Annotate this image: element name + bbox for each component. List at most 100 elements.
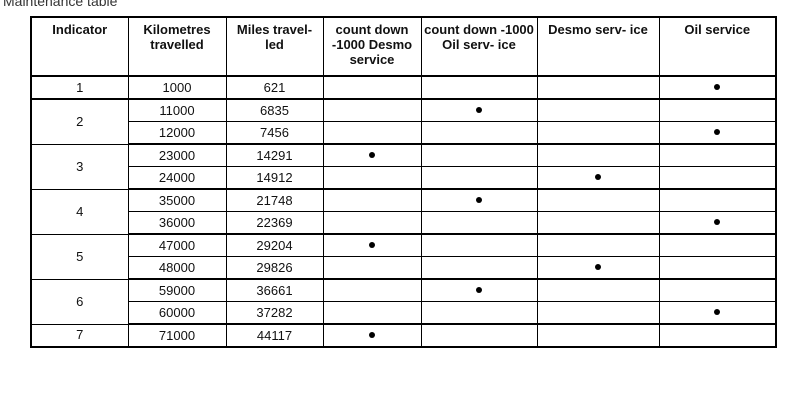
kilometres-cell: 24000 bbox=[127, 166, 227, 190]
oil-service-cell bbox=[658, 256, 777, 280]
countdown-desmo-cell bbox=[322, 211, 422, 235]
countdown-oil-cell bbox=[420, 211, 538, 235]
miles-cell: 44117 bbox=[225, 323, 324, 348]
kilometres-cell: 12000 bbox=[127, 121, 227, 145]
header-oil-service: Oil service bbox=[658, 16, 777, 77]
miles-cell: 21748 bbox=[225, 188, 324, 212]
oil-service-cell bbox=[658, 166, 777, 190]
table-row: 24000 14912 bbox=[31, 166, 777, 190]
oil-service-cell bbox=[658, 323, 777, 348]
desmo-service-cell bbox=[536, 278, 660, 302]
countdown-oil-cell bbox=[420, 166, 538, 190]
countdown-oil-cell bbox=[420, 188, 538, 212]
header-row: Indicator Kilometres travelled Miles tra… bbox=[30, 16, 777, 77]
desmo-service-cell bbox=[536, 166, 660, 190]
kilometres-cell: 23000 bbox=[127, 143, 227, 167]
miles-cell: 6835 bbox=[225, 98, 324, 122]
kilometres-cell: 1000 bbox=[127, 75, 227, 100]
countdown-oil-cell bbox=[420, 256, 538, 280]
table-row: 1 1000 621 bbox=[30, 75, 777, 100]
countdown-desmo-cell bbox=[322, 278, 422, 302]
indicator-cell: 4 bbox=[30, 188, 129, 235]
countdown-oil-cell bbox=[420, 278, 538, 302]
countdown-desmo-cell bbox=[322, 98, 422, 122]
maintenance-table: Indicator Kilometres travelled Miles tra… bbox=[30, 16, 777, 348]
desmo-service-cell bbox=[536, 98, 660, 122]
table-caption: Maintenance table bbox=[3, 0, 118, 9]
indicator-cell: 2 bbox=[30, 98, 129, 145]
bullet-dot-icon bbox=[714, 309, 721, 316]
countdown-oil-cell bbox=[420, 98, 538, 122]
oil-service-cell bbox=[658, 143, 777, 167]
indicator-cell: 6 bbox=[30, 278, 129, 325]
table-row: 60000 37282 bbox=[31, 301, 777, 325]
countdown-oil-cell bbox=[420, 323, 538, 348]
desmo-service-cell bbox=[536, 75, 660, 100]
miles-cell: 14291 bbox=[225, 143, 324, 167]
indicator-cell: 5 bbox=[30, 233, 129, 280]
countdown-desmo-cell bbox=[322, 256, 422, 280]
kilometres-cell: 36000 bbox=[127, 211, 227, 235]
kilometres-cell: 59000 bbox=[127, 278, 227, 302]
oil-service-cell bbox=[658, 75, 777, 100]
kilometres-cell: 47000 bbox=[127, 233, 227, 257]
miles-cell: 37282 bbox=[225, 301, 324, 325]
table-row: 2 11000 6835 bbox=[30, 98, 777, 145]
countdown-desmo-cell bbox=[322, 323, 422, 348]
countdown-desmo-cell bbox=[322, 233, 422, 257]
bullet-dot-icon bbox=[714, 84, 721, 91]
desmo-service-cell bbox=[536, 301, 660, 325]
countdown-oil-cell bbox=[420, 121, 538, 145]
countdown-desmo-cell bbox=[322, 143, 422, 167]
header-desmo-service: Desmo serv- ice bbox=[536, 16, 660, 77]
bullet-dot-icon bbox=[476, 107, 482, 114]
miles-cell: 14912 bbox=[225, 166, 324, 190]
kilometres-cell: 71000 bbox=[127, 323, 227, 348]
table-row: 5 47000 29204 bbox=[30, 233, 777, 280]
countdown-desmo-cell bbox=[322, 188, 422, 212]
indicator-cell: 7 bbox=[30, 323, 129, 348]
bullet-dot-icon bbox=[595, 174, 601, 181]
desmo-service-cell bbox=[536, 211, 660, 235]
bullet-dot-icon bbox=[369, 242, 375, 249]
oil-service-cell bbox=[658, 211, 777, 235]
countdown-desmo-cell bbox=[322, 75, 422, 100]
bullet-dot-icon bbox=[476, 197, 482, 204]
kilometres-cell: 48000 bbox=[127, 256, 227, 280]
table-row: 48000 29826 bbox=[31, 256, 777, 280]
table-row: 3 23000 14291 bbox=[30, 143, 777, 190]
miles-cell: 7456 bbox=[225, 121, 324, 145]
table-row: 4 35000 21748 bbox=[30, 188, 777, 235]
desmo-service-cell bbox=[536, 143, 660, 167]
oil-service-cell bbox=[658, 301, 777, 325]
bullet-dot-icon bbox=[476, 287, 482, 294]
miles-cell: 22369 bbox=[225, 211, 324, 235]
bullet-dot-icon bbox=[714, 129, 721, 136]
bullet-dot-icon bbox=[714, 219, 721, 226]
header-kilometres: Kilometres travelled bbox=[127, 16, 227, 77]
oil-service-cell bbox=[658, 98, 777, 122]
oil-service-cell bbox=[658, 233, 777, 257]
bullet-dot-icon bbox=[369, 332, 375, 339]
oil-service-cell bbox=[658, 121, 777, 145]
countdown-oil-cell bbox=[420, 75, 538, 100]
indicator-cell: 3 bbox=[30, 143, 129, 190]
countdown-oil-cell bbox=[420, 143, 538, 167]
countdown-oil-cell bbox=[420, 301, 538, 325]
table-row: 6 59000 36661 bbox=[30, 278, 777, 325]
table-row: 36000 22369 bbox=[31, 211, 777, 235]
countdown-desmo-cell bbox=[322, 121, 422, 145]
countdown-oil-cell bbox=[420, 233, 538, 257]
bullet-dot-icon bbox=[369, 152, 375, 159]
table-row: 12000 7456 bbox=[31, 121, 777, 145]
table-row: 7 71000 44117 bbox=[30, 323, 777, 348]
countdown-desmo-cell bbox=[322, 166, 422, 190]
miles-cell: 29204 bbox=[225, 233, 324, 257]
kilometres-cell: 35000 bbox=[127, 188, 227, 212]
oil-service-cell bbox=[658, 188, 777, 212]
header-indicator: Indicator bbox=[30, 16, 129, 77]
header-countdown-oil: count down -1000 Oil serv- ice bbox=[420, 16, 538, 77]
miles-cell: 621 bbox=[225, 75, 324, 100]
indicator-cell: 1 bbox=[30, 75, 129, 100]
desmo-service-cell bbox=[536, 233, 660, 257]
